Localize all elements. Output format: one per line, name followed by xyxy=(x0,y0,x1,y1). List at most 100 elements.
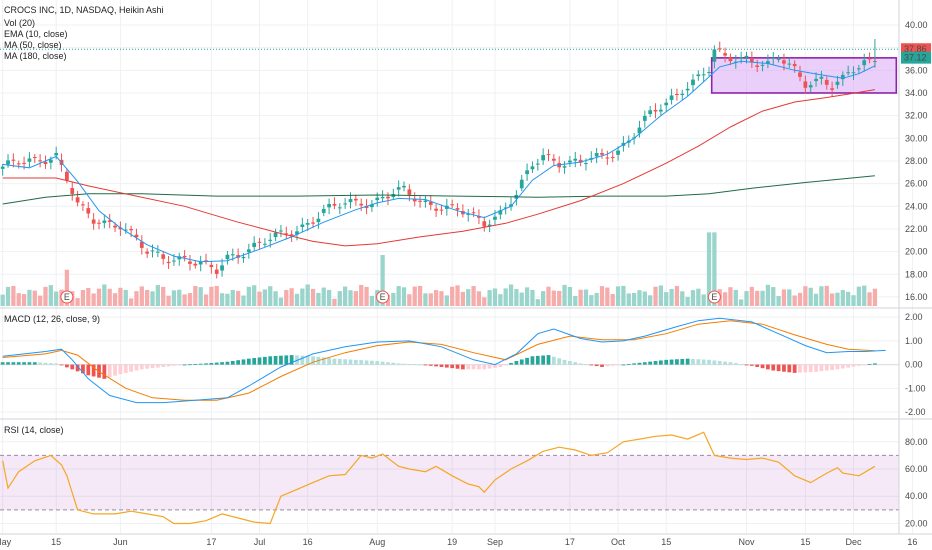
candle-body xyxy=(295,231,299,235)
candle-body xyxy=(220,265,224,271)
macd-histogram-bar xyxy=(145,364,150,369)
macd-histogram-bar xyxy=(717,361,722,365)
candle-body xyxy=(300,224,305,228)
volume-bar xyxy=(669,288,674,306)
candle-body xyxy=(584,163,588,165)
candle-body xyxy=(257,241,262,243)
volume-bar xyxy=(471,286,476,306)
candle-body xyxy=(6,160,10,165)
macd-histogram-bar xyxy=(471,364,476,370)
volume-bar xyxy=(482,297,487,306)
volume-bar xyxy=(134,291,139,306)
secondary-price-label-bg xyxy=(901,51,931,64)
candle-body xyxy=(145,251,150,254)
volume-bar xyxy=(348,290,353,306)
macd-histogram-bar xyxy=(113,364,117,376)
candle-body xyxy=(172,260,176,262)
last-price-label: 37.86 xyxy=(904,44,927,54)
candle-body xyxy=(787,63,792,65)
macd-histogram-bar xyxy=(214,362,219,365)
candle-body xyxy=(380,196,385,199)
macd-histogram-bar xyxy=(461,364,465,370)
macd-histogram-bar xyxy=(455,364,460,369)
earnings-marker xyxy=(60,290,74,304)
volume-bar xyxy=(300,288,305,306)
volume-bar xyxy=(722,292,728,306)
candle-body xyxy=(327,203,331,208)
macd-histogram-bar xyxy=(155,364,160,368)
volume-bar xyxy=(252,285,257,306)
macd-histogram-bar xyxy=(749,364,754,366)
macd-histogram-bar xyxy=(209,362,214,365)
candle-body xyxy=(32,157,37,159)
candle-body xyxy=(594,153,599,157)
volume-bar xyxy=(11,285,16,306)
legend-rsi: RSI (14, close) xyxy=(4,425,64,435)
volume-bar xyxy=(583,289,589,306)
candle-body xyxy=(551,158,556,161)
volume-bar xyxy=(230,289,235,306)
macd-histogram-bar xyxy=(161,364,166,367)
macd-histogram-bar xyxy=(86,364,91,376)
volume-bar xyxy=(278,297,284,306)
macd-histogram-bar xyxy=(43,362,48,365)
candle-body xyxy=(830,88,834,90)
candle-body xyxy=(568,160,572,163)
candle-body xyxy=(530,166,535,170)
macd-histogram-bar xyxy=(418,364,422,366)
candle-body xyxy=(273,232,278,238)
candle-body xyxy=(268,239,273,241)
volume-bar xyxy=(615,286,621,306)
macd-histogram-bar xyxy=(188,364,192,366)
volume-bar xyxy=(755,290,760,306)
x-tick-label: Sep xyxy=(487,537,503,547)
macd-histogram-bar xyxy=(273,355,278,365)
macd-histogram-bar xyxy=(760,364,765,369)
volume-bar xyxy=(781,289,787,306)
volume-bar xyxy=(803,286,808,306)
x-tick-label: May xyxy=(0,537,12,547)
candle-body xyxy=(321,208,326,213)
candle-body xyxy=(386,196,390,199)
volume-bar xyxy=(332,298,337,306)
volume-bar xyxy=(872,288,878,306)
volume-bar xyxy=(171,290,177,306)
macd-histogram-bar xyxy=(669,359,674,365)
macd-histogram-bar xyxy=(391,362,396,365)
candle-body xyxy=(225,254,230,260)
candle-body xyxy=(364,205,369,209)
rsi-tick-label: 40.00 xyxy=(905,491,928,501)
volume-bar xyxy=(305,284,310,306)
volume-bar xyxy=(235,290,241,306)
macd-histogram-bar xyxy=(123,364,128,373)
candle-body xyxy=(642,115,647,121)
x-tick-label: 19 xyxy=(447,537,457,547)
candle-body xyxy=(407,189,412,195)
macd-pane xyxy=(0,317,899,404)
candle-body xyxy=(155,251,160,253)
macd-histogram-bar xyxy=(632,363,636,365)
legend-ma180: MA (180, close) xyxy=(4,51,67,61)
macd-histogram-bar xyxy=(766,364,770,370)
macd-histogram-bar xyxy=(562,359,567,365)
macd-histogram-bar xyxy=(423,364,428,366)
candle-body xyxy=(118,227,123,230)
candle-body xyxy=(81,204,85,206)
volume-bar xyxy=(257,291,262,306)
candle-body xyxy=(541,155,546,161)
candle-body xyxy=(188,261,192,264)
volume-bar xyxy=(182,294,187,306)
macd-histogram-bar xyxy=(263,356,267,365)
candle-body xyxy=(193,263,198,266)
macd-histogram-bar xyxy=(867,364,872,365)
candle-body xyxy=(482,221,487,227)
macd-histogram-bar xyxy=(220,362,224,365)
candle-body xyxy=(525,170,529,175)
candle-body xyxy=(343,203,348,205)
candle-body xyxy=(862,60,867,66)
grid-layer xyxy=(0,0,913,533)
candle-body xyxy=(498,210,503,215)
volume-bar xyxy=(573,296,578,306)
macd-histogram-bar xyxy=(118,364,123,375)
macd-histogram-bar xyxy=(225,361,230,365)
